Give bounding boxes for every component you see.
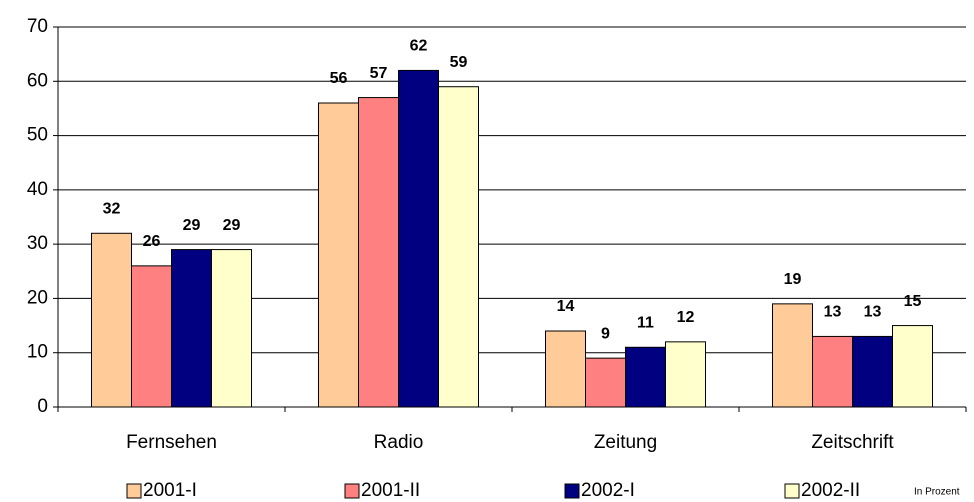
bar (852, 335, 893, 408)
data-label: 32 (103, 201, 121, 218)
y-tick-label: 20 (27, 287, 48, 308)
legend-swatch (344, 483, 360, 499)
x-tick-label: Zeitschrift (811, 432, 894, 453)
data-label: 13 (824, 304, 842, 321)
bar (665, 341, 706, 408)
x-tick-label: Radio (374, 432, 424, 453)
y-tick-label: 60 (27, 70, 48, 91)
data-label: 29 (183, 217, 201, 234)
bar (772, 303, 813, 408)
bar (545, 330, 586, 408)
bar (358, 97, 399, 408)
bar (211, 249, 252, 408)
legend-swatch (126, 483, 142, 499)
bar (438, 86, 479, 408)
bar (625, 346, 666, 408)
bar (398, 69, 439, 408)
bar (585, 357, 626, 408)
data-label: 62 (410, 38, 428, 55)
annotation: In Prozent (914, 487, 960, 498)
legend-swatch (564, 483, 580, 499)
legend-swatch (784, 483, 800, 499)
data-label: 19 (784, 271, 802, 288)
y-tick-label: 10 (27, 342, 48, 363)
data-label: 59 (450, 54, 468, 71)
data-label: 56 (330, 70, 348, 87)
bar (171, 249, 212, 408)
y-tick-label: 50 (27, 125, 48, 146)
y-tick-label: 0 (37, 396, 48, 417)
data-label: 15 (904, 293, 922, 310)
data-label: 9 (601, 325, 610, 342)
y-tick-label: 40 (27, 179, 48, 200)
data-label: 26 (143, 233, 161, 250)
data-label: 29 (223, 217, 241, 234)
data-label: 57 (370, 65, 388, 82)
legend-label: 2001-II (361, 480, 420, 501)
legend-label: 2002-II (801, 480, 860, 501)
bar (91, 232, 132, 408)
y-tick-label: 70 (27, 16, 48, 37)
y-tick-label: 30 (27, 233, 48, 254)
x-tick-label: Fernsehen (126, 432, 217, 453)
data-label: 12 (677, 309, 695, 326)
data-label: 13 (864, 304, 882, 321)
x-tick-label: Zeitung (594, 432, 657, 453)
bar (892, 325, 933, 408)
data-label: 11 (637, 315, 654, 332)
bar (318, 102, 359, 408)
bar (812, 335, 853, 408)
data-label: 14 (557, 298, 575, 315)
bar (131, 265, 172, 408)
legend-label: 2002-I (581, 480, 635, 501)
legend-label: 2001-I (143, 480, 197, 501)
